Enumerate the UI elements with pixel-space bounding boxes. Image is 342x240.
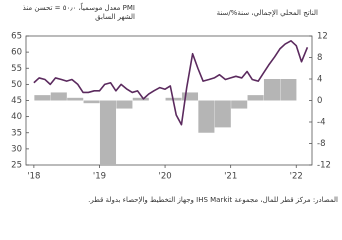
x-tick-label: '18 <box>27 172 40 182</box>
bar <box>99 100 117 165</box>
bar <box>34 95 51 101</box>
y-tick-label: 50 <box>11 80 22 90</box>
y2-tick-label: 12 <box>317 32 328 42</box>
y-tick-label: 25 <box>11 161 22 171</box>
y2-tick-label: -12 <box>317 161 331 171</box>
y-label: PMI معدل موسمياً، ٥٠٫٠ = تحسن منذ <box>22 4 135 12</box>
y-tick-label: 65 <box>11 32 22 42</box>
y-tick-label: 35 <box>11 128 22 138</box>
line <box>33 40 309 126</box>
bar <box>181 92 199 101</box>
bar <box>198 100 215 133</box>
y-tick-label: 60 <box>11 48 22 58</box>
bar <box>247 95 264 101</box>
bar <box>50 92 67 101</box>
bar <box>280 79 297 101</box>
bar <box>214 100 231 128</box>
bar <box>116 100 133 109</box>
y2-tick-label: -4 <box>317 118 325 128</box>
bar <box>263 79 281 101</box>
x-tick-label: '21 <box>224 172 237 182</box>
y-tick-label: 55 <box>11 64 22 74</box>
bar <box>67 97 84 101</box>
y2-label: الناتج المحلي الإجمالي، سنة%/سنة <box>216 9 318 17</box>
page: 25 30 35 40 45 50 55 60 65 -12 -8 -4 0 4 8 12 '18 '19 '20 '… <box>11 4 338 204</box>
x-tick-label: '20 <box>158 172 171 182</box>
chart: 25 30 35 40 45 50 55 60 65 -12 -8 -4 0 4 8 12 '18 '19 '20 '… <box>11 32 331 182</box>
y2-tick-label: 4 <box>317 75 322 85</box>
bar <box>231 100 248 109</box>
y-tick-label: 45 <box>11 96 22 106</box>
x-tick-label: '19 <box>93 172 106 182</box>
y2-tick-label: 8 <box>317 53 322 63</box>
y-tick-label: 40 <box>11 112 22 122</box>
y2-tick-label: -8 <box>317 139 325 149</box>
bar <box>132 97 149 101</box>
x-tick-label: '22 <box>290 172 303 182</box>
y2-tick-label: 0 <box>317 96 322 106</box>
y-label: الشهر السابق <box>95 13 135 21</box>
y-tick-label: 30 <box>11 144 22 154</box>
source: المصادر: مركز قطر للمال، مجموعة IHS Mark… <box>88 196 338 204</box>
bar <box>83 100 100 104</box>
